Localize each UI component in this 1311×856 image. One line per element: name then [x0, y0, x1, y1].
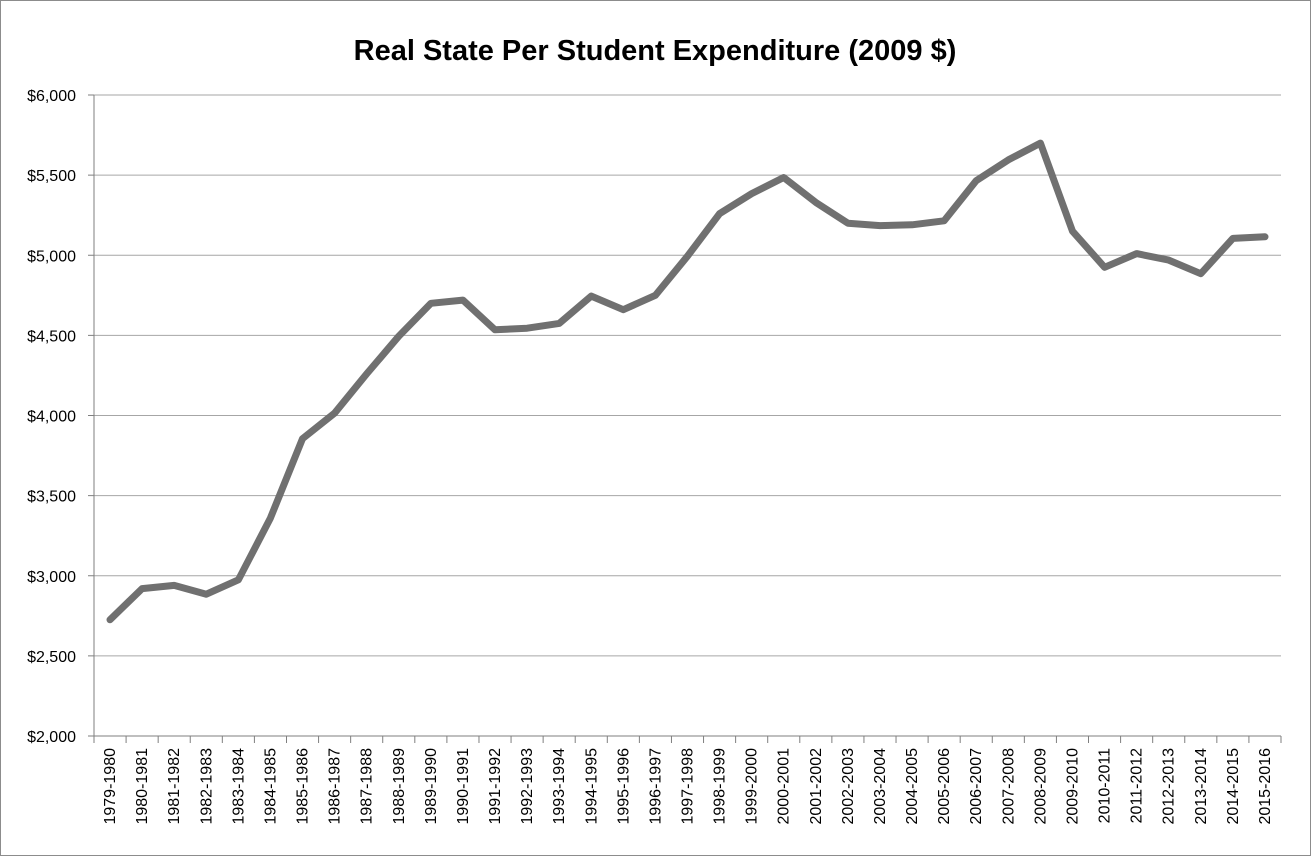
x-tick-label: 2007-2008 — [1000, 748, 1017, 825]
x-tick-label: 1979-1980 — [102, 748, 119, 825]
series-line — [106, 139, 1269, 624]
x-tick-label: 2006-2007 — [968, 748, 985, 825]
axes — [93, 95, 1281, 737]
x-tick-label: 1997-1998 — [680, 748, 697, 825]
x-tick-label: 1989-1990 — [423, 748, 440, 825]
x-tick-label: 2004-2005 — [904, 748, 921, 825]
x-tick-label: 1990-1991 — [455, 748, 472, 825]
y-tick-label: $5,000 — [27, 248, 76, 265]
x-tick-label: 2011-2012 — [1129, 748, 1146, 823]
x-tick-label: 1995-1996 — [615, 748, 632, 825]
y-tick-label: $4,000 — [27, 409, 76, 426]
x-tick-label: 1982-1983 — [198, 748, 215, 825]
y-tick-label: $3,000 — [27, 569, 76, 586]
x-tick-label: 1987-1988 — [359, 748, 376, 825]
gridlines — [94, 94, 1281, 737]
x-tick-label: 2009-2010 — [1064, 748, 1081, 825]
x-tick-label: 2003-2004 — [872, 748, 889, 825]
x-tick-label: 2010-2011 — [1097, 748, 1114, 823]
x-tick-label: 1986-1987 — [327, 748, 344, 825]
x-tick-label: 1983-1984 — [230, 748, 247, 825]
y-tick-label: $5,500 — [27, 168, 76, 185]
x-tick-label: 1991-1992 — [487, 748, 504, 825]
x-tick-label: 2008-2009 — [1032, 748, 1049, 825]
x-tick-label: 2014-2015 — [1225, 748, 1242, 825]
series-layer — [106, 139, 1269, 624]
x-tick-label: 1994-1995 — [583, 748, 600, 825]
x-tick-label: 1984-1985 — [262, 748, 279, 825]
x-tick-label: 1985-1986 — [295, 748, 312, 825]
x-tick-label: 2001-2002 — [808, 748, 825, 825]
y-tick-label: $6,000 — [27, 88, 76, 105]
x-tick-label: 2012-2013 — [1161, 748, 1178, 825]
chart-title: Real State Per Student Expenditure (2009… — [354, 35, 957, 67]
y-tick-label: $2,500 — [27, 649, 76, 666]
x-tick-label: 1981-1982 — [166, 748, 183, 825]
x-tick-label: 1999-2000 — [744, 748, 761, 825]
x-tick-label: 1980-1981 — [134, 748, 151, 825]
x-tick-label: 1993-1994 — [551, 748, 568, 825]
y-tick-label: $3,500 — [27, 489, 76, 506]
x-axis-ticks: 1979-1980 1980-1981 1981-1982 1982-1983 1983… — [93, 736, 1282, 825]
x-tick-label: 1988-1989 — [391, 748, 408, 825]
y-tick-label: $2,000 — [27, 729, 76, 746]
x-tick-label: 2000-2001 — [776, 748, 793, 825]
x-tick-label: 2005-2006 — [936, 748, 953, 825]
y-axis-ticks: $2,000 $2,500 $3,000 $3,500 $4,000 $4,500 $5,0… — [27, 88, 94, 746]
x-tick-label: 1998-1999 — [712, 748, 729, 825]
x-tick-label: 1992-1993 — [519, 748, 536, 825]
x-tick-label: 1996-1997 — [647, 748, 664, 825]
x-tick-label: 2002-2003 — [840, 748, 857, 825]
y-tick-label: $4,500 — [27, 328, 76, 345]
x-tick-label: 2015-2016 — [1257, 748, 1274, 825]
x-tick-label: 2013-2014 — [1193, 748, 1210, 825]
